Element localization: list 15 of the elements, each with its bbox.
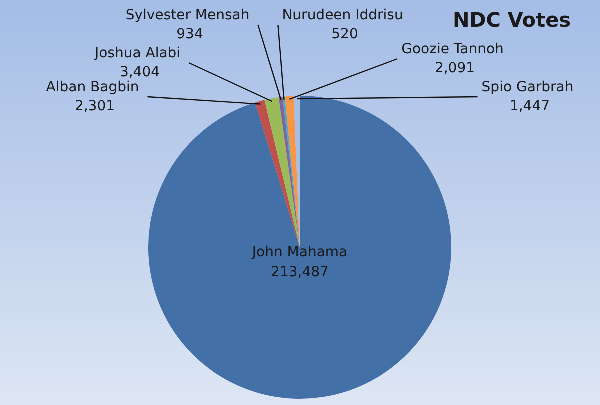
slice-label: Goozie Tannoh	[402, 42, 504, 58]
data-label: 934	[176, 26, 204, 43]
slice-label: Nurudeen Iddrisu	[282, 8, 404, 24]
slice-label: John Mahama	[251, 244, 348, 260]
data-label: 2,301	[74, 98, 116, 115]
slice-label: Sylvester Mensah	[126, 8, 250, 24]
data-label: 3,404	[120, 64, 160, 81]
chart-title: NDC Votes	[452, 8, 572, 32]
slice-label: Alban Bagbin	[46, 80, 140, 96]
slice-label: Joshua Alabi	[94, 46, 181, 62]
data-label: 520	[332, 26, 358, 43]
data-label: 2,091	[434, 60, 476, 77]
data-label: 213,487	[271, 264, 329, 280]
slice-label: Spio Garbrah	[482, 80, 574, 96]
data-label: 1,447	[510, 98, 550, 115]
